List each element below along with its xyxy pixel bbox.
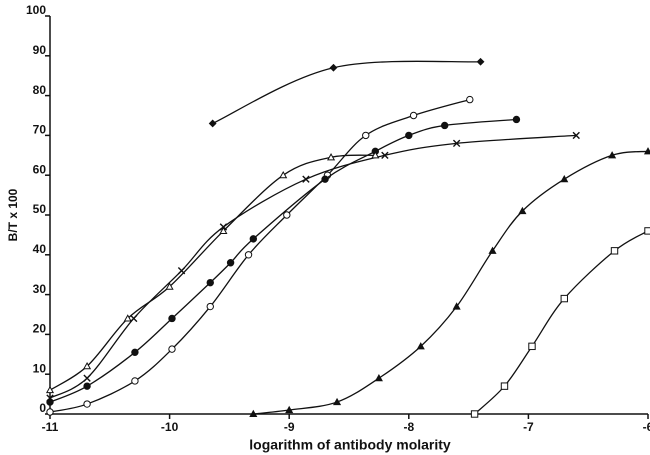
- point: [168, 345, 176, 353]
- point: [168, 314, 176, 323]
- point: [374, 373, 383, 382]
- y-tick-label: 90: [33, 43, 47, 57]
- series-line: [212, 60, 481, 125]
- point: [610, 247, 619, 255]
- point: [249, 409, 258, 418]
- y-axis-label: B/T x 100: [6, 188, 20, 241]
- point: [452, 302, 461, 310]
- y-tick-label: 70: [33, 123, 47, 137]
- point: [608, 151, 617, 159]
- point: [371, 151, 380, 159]
- point: [329, 63, 338, 72]
- y-tick-label: 30: [33, 282, 47, 296]
- x-tick-label: -7: [523, 420, 534, 434]
- point: [165, 282, 174, 290]
- y-tick-label: 60: [33, 162, 47, 176]
- x-tick-label: -10: [161, 420, 179, 434]
- y-tick-label: 10: [33, 361, 47, 375]
- point: [45, 385, 55, 394]
- point: [512, 115, 521, 124]
- point: [130, 314, 138, 323]
- point: [572, 131, 580, 140]
- point: [560, 174, 569, 183]
- point: [46, 394, 54, 402]
- point: [131, 348, 139, 357]
- point: [46, 408, 54, 416]
- point: [452, 139, 461, 148]
- x-tick-label: -8: [403, 420, 414, 434]
- point: [249, 235, 258, 243]
- series-line: [49, 118, 517, 403]
- y-tick-label: 40: [33, 242, 47, 256]
- point: [302, 175, 310, 183]
- point: [332, 397, 342, 406]
- x-tick-label: -9: [284, 420, 295, 434]
- series-line: [49, 154, 376, 391]
- y-tick-label: 100: [26, 3, 46, 17]
- x-tick-label: -6: [643, 420, 650, 434]
- point: [405, 131, 413, 140]
- point: [488, 246, 497, 254]
- point: [362, 131, 370, 140]
- point: [440, 121, 449, 130]
- point: [83, 382, 91, 390]
- point: [518, 206, 527, 215]
- y-tick-label: 20: [33, 322, 47, 336]
- point: [470, 410, 479, 418]
- point: [321, 175, 329, 183]
- point: [283, 211, 291, 219]
- point: [466, 95, 474, 104]
- point: [206, 302, 214, 311]
- series-line: [49, 134, 577, 399]
- point: [644, 227, 650, 235]
- point: [500, 382, 509, 390]
- point: [123, 314, 132, 322]
- point: [476, 57, 485, 66]
- point: [327, 153, 336, 161]
- series-line: [474, 230, 649, 415]
- point: [381, 151, 389, 159]
- point: [206, 278, 214, 287]
- x-axis-label: logarithm of antibody molarity: [249, 437, 451, 453]
- point: [416, 342, 425, 350]
- y-tick-label: 0: [39, 401, 46, 415]
- x-tick-label: -11: [42, 420, 59, 434]
- y-tick-label: 50: [33, 202, 47, 216]
- point: [409, 111, 418, 120]
- point: [285, 405, 294, 414]
- point: [83, 362, 92, 370]
- point: [279, 170, 288, 179]
- point: [560, 294, 568, 303]
- point: [244, 251, 253, 259]
- point: [83, 374, 91, 382]
- series-line: [49, 98, 470, 413]
- point: [83, 400, 91, 408]
- y-tick-label: 80: [33, 83, 47, 97]
- point: [208, 119, 217, 128]
- point: [219, 226, 228, 234]
- point: [528, 342, 536, 351]
- point: [226, 259, 235, 267]
- point: [131, 377, 139, 385]
